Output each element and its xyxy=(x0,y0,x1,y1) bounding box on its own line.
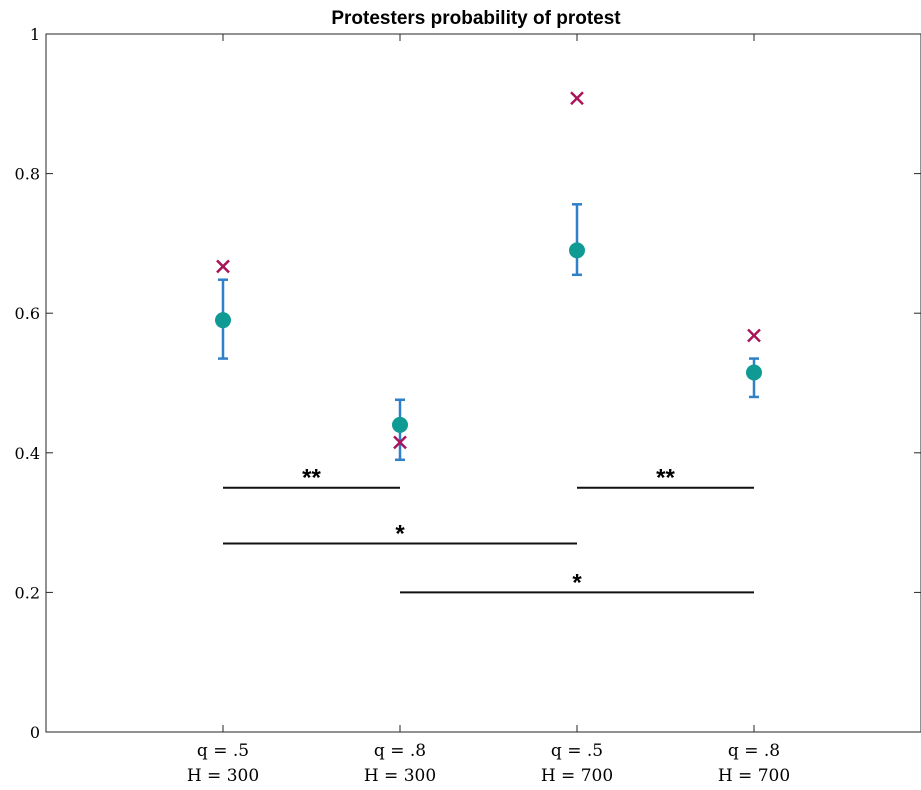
significance-layer: ** **** xyxy=(223,465,754,596)
y-tick-label: 0.6 xyxy=(15,304,40,323)
plot-area-frame xyxy=(45,33,921,733)
y-tick-label: 0.2 xyxy=(15,583,40,602)
axes-layer: 0 0.2 0.4 0.6 0.8 1 q = .5 H = 300 q = .8 H = 300… xyxy=(15,25,921,786)
y-tick-label: 0.8 xyxy=(15,165,40,184)
mean-point xyxy=(746,364,762,381)
y-tick-label: 1 xyxy=(30,25,40,44)
chart-title: Protesters probability of protest xyxy=(331,8,621,29)
x-marker xyxy=(216,259,230,274)
x-tick-label-line1: q = .5 xyxy=(551,741,603,761)
x-marker xyxy=(570,91,584,106)
mean-point xyxy=(215,312,231,329)
x-marker-stroke xyxy=(216,259,230,274)
significance-stars: ** xyxy=(302,465,321,492)
x-tick-label-line2: H = 300 xyxy=(187,766,259,786)
x-tick-label-line1: q = .8 xyxy=(374,741,426,761)
x-marker-stroke xyxy=(393,435,407,450)
mean-point xyxy=(569,242,585,259)
significance-stars: * xyxy=(395,521,405,548)
significance-stars: ** xyxy=(656,465,675,492)
significance-stars: * xyxy=(572,569,582,596)
x-marker xyxy=(393,435,407,450)
y-tick-label: 0 xyxy=(30,723,40,742)
y-tick-label: 0.4 xyxy=(15,444,40,463)
mean-point xyxy=(392,416,408,433)
x-marker xyxy=(747,328,761,343)
x-tick-label-line2: H = 700 xyxy=(718,766,790,786)
x-tick-label-line2: H = 700 xyxy=(541,766,613,786)
error-bar-layer xyxy=(218,203,759,462)
x-tick-label-line1: q = .5 xyxy=(197,741,249,761)
x-tick-label-line1: q = .8 xyxy=(728,741,780,761)
x-marker-stroke xyxy=(747,328,761,343)
data-point-layer xyxy=(215,91,762,450)
x-tick-label-line2: H = 300 xyxy=(364,766,436,786)
x-marker-stroke xyxy=(570,91,584,106)
